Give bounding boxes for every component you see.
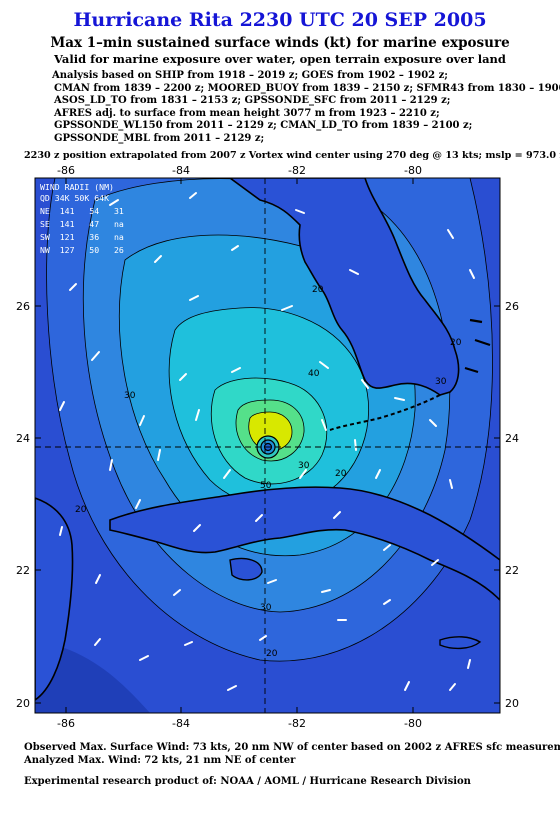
observed-max-wind: Observed Max. Surface Wind: 73 kts, 20 n… [24, 742, 560, 753]
contour-label: 20 [75, 505, 87, 515]
position-note: 2230 z position extrapolated from 2007 z… [24, 150, 560, 161]
lon-tick-top: -82 [288, 164, 306, 177]
contour-labels: 20 30 40 50 30 20 30 20 20 20 30 [75, 285, 462, 659]
yucatan-coast [35, 497, 74, 701]
contour-label: 30 [435, 377, 447, 387]
wind-radii-row: NE 141 54 31 [40, 206, 124, 216]
analyzed-max-wind: Analyzed Max. Wind: 72 kts, 21 nm NE of … [24, 755, 296, 766]
analysis-line: AFRES adj. to surface from mean height 3… [54, 107, 440, 119]
analysis-line: GPSSONDE_MBL from 2011 – 2129 z; [54, 132, 265, 144]
contour-label: 30 [298, 461, 310, 471]
cayman-islands [439, 636, 482, 650]
florida-coast [228, 178, 460, 396]
lon-tick-bottom: -84 [172, 717, 190, 730]
lon-tick-bottom: -86 [57, 717, 75, 730]
lat-tick-left: 26 [16, 300, 30, 313]
lon-tick-bottom: -80 [404, 717, 422, 730]
contour-label: 50 [260, 481, 272, 491]
contour-label: 20 [450, 338, 462, 348]
analysis-line: ASOS_LD_TO from 1831 – 2153 z; GPSSONDE_… [54, 95, 451, 106]
analysis-line: GPSSONDE_WL150 from 2011 – 2129 z; CMAN_… [54, 120, 473, 131]
subtitle: Max 1–min sustained surface winds (kt) f… [50, 35, 510, 51]
lat-tick-right: 24 [505, 432, 519, 445]
footer: Observed Max. Surface Wind: 73 kts, 20 n… [24, 741, 560, 788]
wind-radii-row: SW 121 36 na [40, 232, 124, 242]
contour-label: 40 [308, 369, 320, 379]
lon-tick-top: -84 [172, 164, 190, 177]
lat-tick-right: 20 [505, 697, 519, 710]
lat-tick-left: 22 [16, 564, 30, 577]
analysis-line: Analysis based on SHIP from 1918 – 2019 … [52, 70, 448, 81]
wind-radii-header: WIND RADII (NM) [40, 182, 114, 192]
florida-keys [329, 394, 441, 431]
lat-tick-left: 20 [16, 697, 30, 710]
isla-juventud [229, 557, 263, 581]
lon-tick-top: -80 [404, 164, 422, 177]
wind-radii-table: WIND RADII (NM) QD 34K 50K 64K NE 141 54… [40, 182, 124, 255]
page-title: Hurricane Rita 2230 UTC 20 SEP 2005 [73, 9, 487, 31]
lon-tick-bottom: -82 [288, 717, 306, 730]
contour-label: 30 [260, 603, 272, 613]
cuba-coast [109, 486, 500, 602]
lon-tick-top: -86 [57, 164, 75, 177]
wind-radii-row: SE 141 47 na [40, 219, 124, 229]
bahamas [464, 318, 491, 374]
contour-label: 20 [335, 469, 347, 479]
wind-radii-columns: QD 34K 50K 64K [40, 193, 109, 203]
credit-line: Experimental research product of: NOAA /… [24, 776, 471, 787]
low-wind-zone [35, 640, 150, 713]
wind-radii-row: NW 127 50 26 [40, 245, 124, 255]
wind-field: 20 30 40 50 30 20 30 20 20 20 30 WIND RA… [35, 178, 500, 713]
contour-label: 30 [124, 391, 136, 401]
lat-tick-right: 26 [505, 300, 519, 313]
lat-tick-left: 24 [16, 432, 30, 445]
tick-marks [35, 178, 500, 713]
analysis-sources: Analysis based on SHIP from 1918 – 2019 … [52, 70, 560, 145]
wind-vectors [59, 192, 475, 691]
contour-label: 20 [312, 285, 324, 295]
contour-label: 20 [266, 649, 278, 659]
analysis-line: CMAN from 1839 – 2200 z; MOORED_BUOY fro… [54, 82, 560, 94]
lat-tick-right: 22 [505, 564, 519, 577]
exposure-note: Valid for marine exposure over water, op… [54, 52, 506, 66]
map-frame [34, 177, 501, 714]
